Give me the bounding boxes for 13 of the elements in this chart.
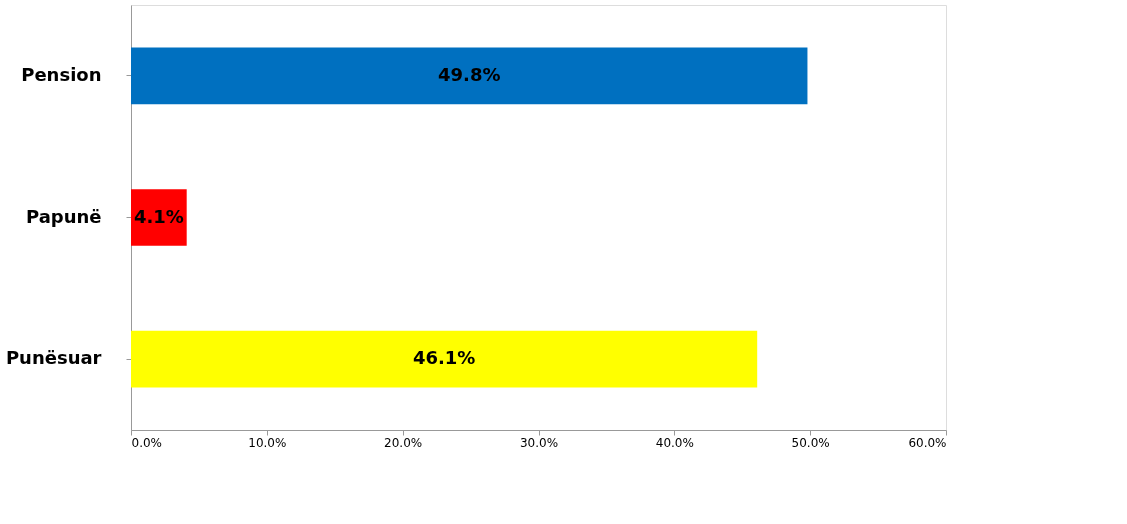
data-label: 46.1% [412, 347, 476, 369]
x-tick-label: 0.0% [131, 435, 162, 450]
x-tick-label: 50.0% [791, 435, 830, 450]
x-tick-label: 30.0% [519, 435, 559, 450]
x-tick-label: 40.0% [655, 435, 694, 450]
x-tick-label: 20.0% [384, 435, 423, 450]
data-label: 4.1% [133, 205, 184, 227]
x-tick-label: 10.0% [248, 435, 287, 450]
y-tick-label: Punësuar [5, 347, 102, 369]
x-tick-label: 60.0% [908, 435, 947, 450]
data-label: 49.8% [438, 63, 501, 85]
y-tick-label: Pension [21, 63, 102, 85]
y-tick-label: Papunë [25, 205, 102, 227]
